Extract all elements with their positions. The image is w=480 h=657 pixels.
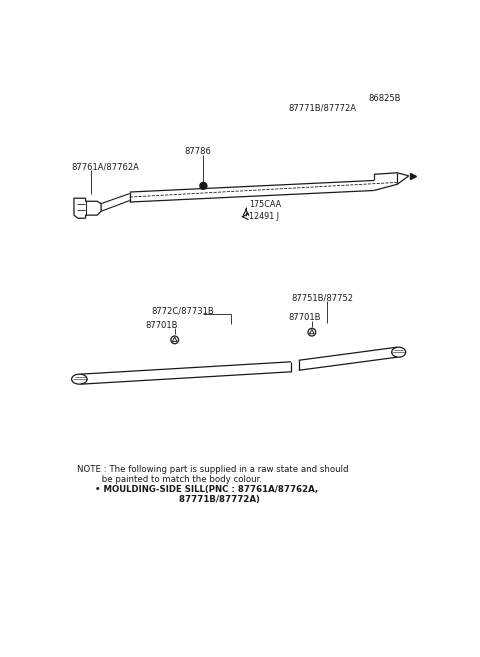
- Text: 87751B/87752: 87751B/87752: [291, 293, 353, 302]
- Text: 87761A/87762A: 87761A/87762A: [72, 162, 140, 171]
- Circle shape: [200, 183, 207, 189]
- Text: 87771B/87772A): 87771B/87772A): [77, 495, 260, 504]
- Text: • MOULDING-SIDE SILL(PNC : 87761A/87762A,: • MOULDING-SIDE SILL(PNC : 87761A/87762A…: [77, 485, 318, 494]
- Text: 87786: 87786: [184, 147, 211, 156]
- Text: 87771B/87772A: 87771B/87772A: [288, 104, 357, 112]
- Text: 175CAA: 175CAA: [249, 200, 281, 209]
- Text: 12491 J: 12491 J: [249, 212, 279, 221]
- Text: NOTE : The following part is supplied in a raw state and should: NOTE : The following part is supplied in…: [77, 464, 348, 474]
- Text: 87701B: 87701B: [145, 321, 178, 330]
- Text: be painted to match the body colour.: be painted to match the body colour.: [77, 475, 262, 484]
- Text: 8772C/87731B: 8772C/87731B: [152, 306, 214, 315]
- Text: 87701B: 87701B: [288, 313, 321, 322]
- Text: 86825B: 86825B: [369, 93, 401, 102]
